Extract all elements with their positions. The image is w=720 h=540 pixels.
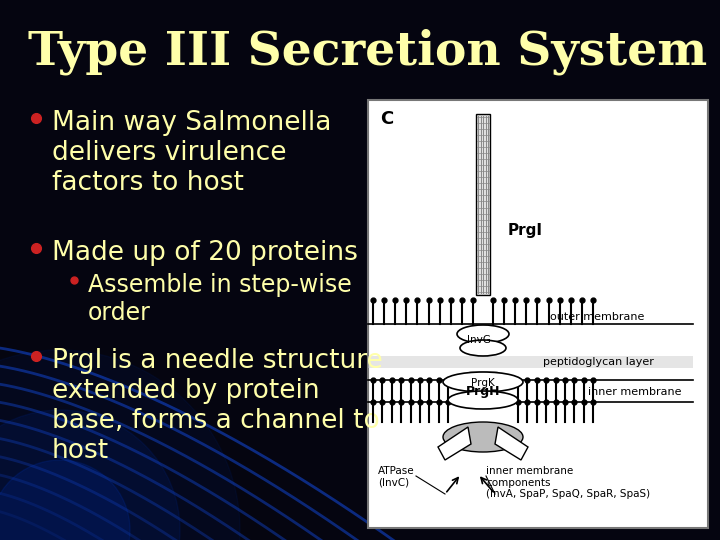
Text: InvG: InvG [467,335,491,345]
Text: PrgK: PrgK [471,378,495,388]
Ellipse shape [443,372,523,392]
Text: ATPase
(InvC): ATPase (InvC) [378,466,415,488]
Ellipse shape [460,340,506,356]
Text: PrgI is a needle structure
extended by protein
base, forms a channel to
host: PrgI is a needle structure extended by p… [52,348,383,464]
Text: inner membrane: inner membrane [588,387,682,397]
Text: C: C [380,110,393,128]
Text: Main way Salmonella
delivers virulence
factors to host: Main way Salmonella delivers virulence f… [52,110,331,196]
Text: PrgI: PrgI [508,222,543,238]
FancyBboxPatch shape [476,114,490,295]
FancyBboxPatch shape [368,100,708,528]
FancyBboxPatch shape [469,372,497,394]
Ellipse shape [443,422,523,452]
Circle shape [0,350,240,540]
Text: Assemble in step-wise
order: Assemble in step-wise order [88,273,352,325]
Polygon shape [495,427,528,460]
Ellipse shape [457,325,509,343]
Circle shape [0,460,130,540]
Ellipse shape [448,391,518,409]
Text: Type III Secretion System (TTSS): Type III Secretion System (TTSS) [28,29,720,75]
FancyBboxPatch shape [368,356,693,368]
Text: PrgH: PrgH [466,384,500,397]
Polygon shape [438,427,471,460]
Circle shape [0,410,180,540]
Text: Made up of 20 proteins: Made up of 20 proteins [52,240,358,266]
Text: peptidoglycan layer: peptidoglycan layer [543,357,654,367]
Text: outer membrane: outer membrane [550,312,644,322]
Text: inner membrane
components
(InvA, SpaP, SpaQ, SpaR, SpaS): inner membrane components (InvA, SpaP, S… [486,466,650,499]
